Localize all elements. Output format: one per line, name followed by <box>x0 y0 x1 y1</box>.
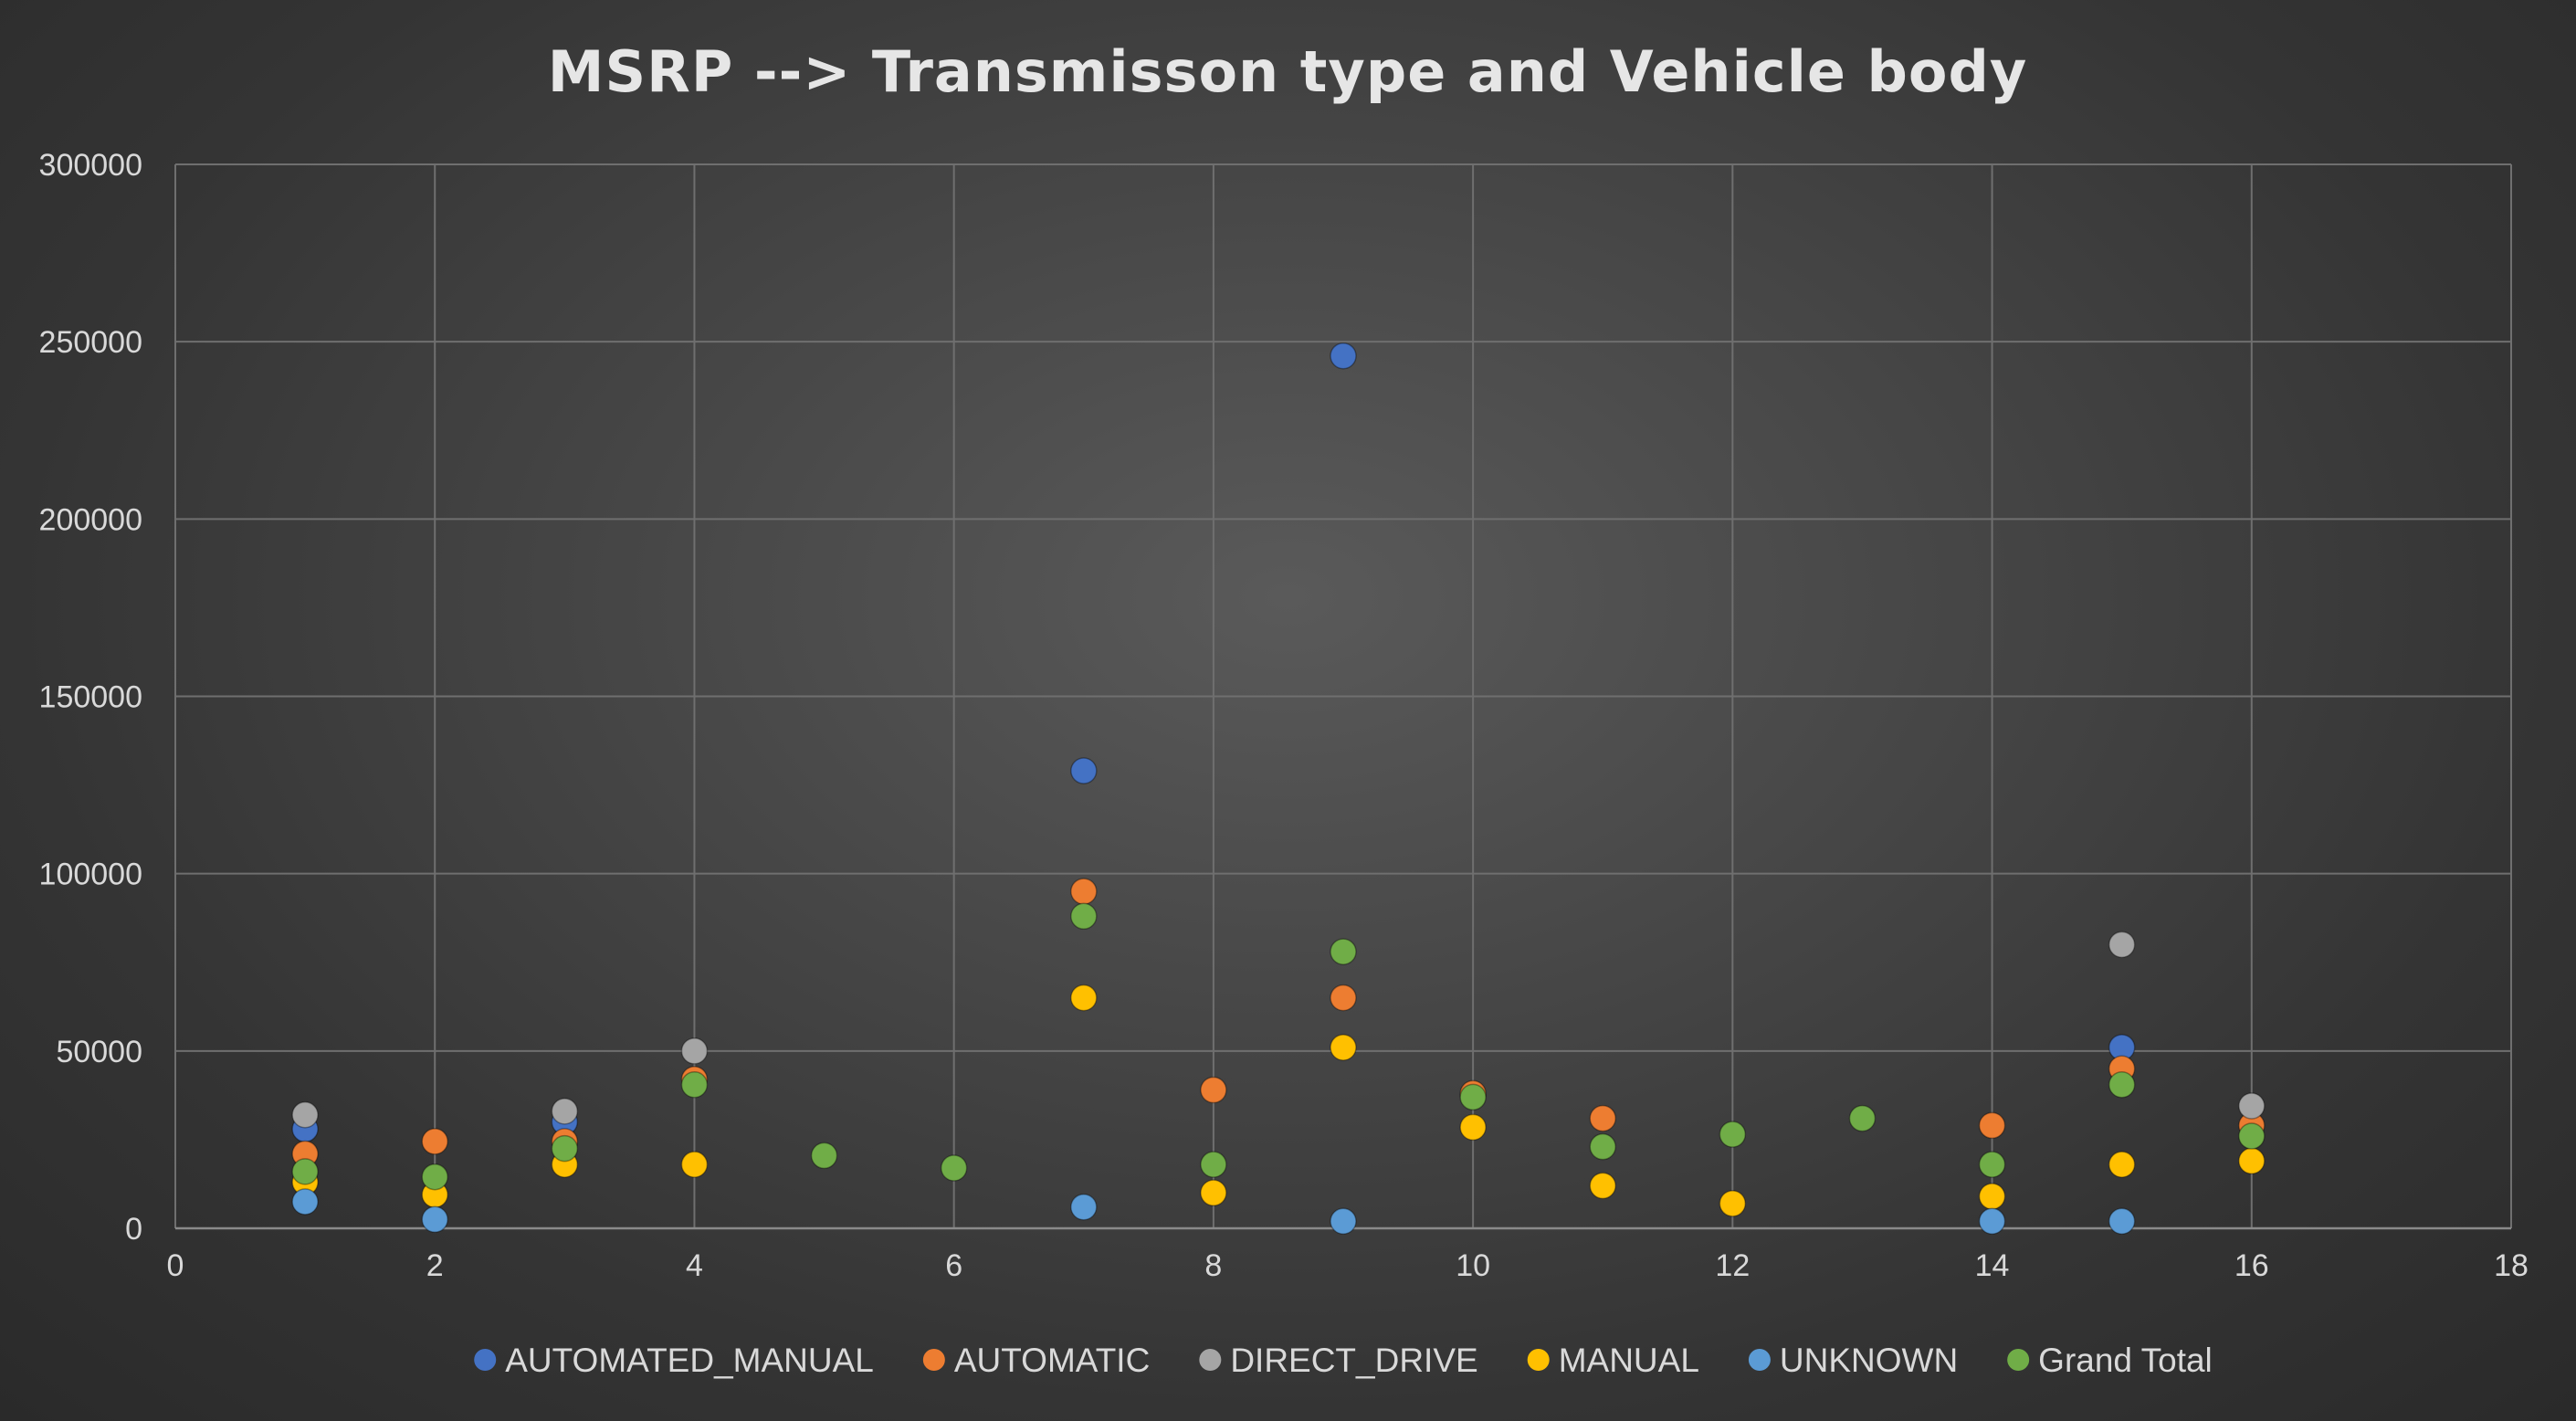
series-direct-drive <box>291 931 2266 1129</box>
data-point <box>940 1154 968 1182</box>
data-point <box>1200 1151 1227 1178</box>
legend-item: AUTOMATED_MANUAL <box>474 1342 874 1379</box>
legend-marker <box>474 1349 497 1371</box>
data-point <box>1848 1104 1877 1132</box>
data-point <box>551 1098 579 1125</box>
series-automatic <box>291 878 2266 1168</box>
data-point <box>291 1158 319 1185</box>
data-point <box>1719 1121 1747 1148</box>
y-tick-label: 200000 <box>39 502 142 537</box>
legend-marker <box>922 1349 945 1371</box>
legend-label: Grand Total <box>2038 1342 2213 1379</box>
legend-label: DIRECT_DRIVE <box>1230 1342 1477 1379</box>
data-point <box>1330 984 1357 1012</box>
legend-label: MANUAL <box>1559 1342 1699 1379</box>
y-tick-label: 250000 <box>39 325 142 360</box>
legend-marker <box>2007 1349 2030 1371</box>
data-point <box>1070 984 1098 1012</box>
data-point <box>1070 1193 1098 1221</box>
series-grand-total <box>291 902 2266 1191</box>
tick-labels: 0 2 4 6 8 10 12 14 16 18 0 50000 100000 150000 200000 2… <box>39 148 2529 1283</box>
legend-marker <box>1527 1349 1550 1371</box>
data-point <box>2238 1092 2266 1120</box>
chart-title: MSRP --> Transmisson type and Vehicle bo… <box>548 38 2028 105</box>
data-point <box>2108 1070 2136 1099</box>
x-tick-label: 18 <box>2494 1248 2529 1283</box>
data-point <box>1070 902 1098 931</box>
data-point <box>1330 342 1357 370</box>
data-point <box>1070 757 1098 784</box>
legend: AUTOMATED_MANUAL AUTOMATIC DIRECT_DRIVE MAN… <box>474 1342 2213 1379</box>
data-point <box>1200 1179 1227 1206</box>
data-point <box>421 1163 448 1191</box>
y-tick-label: 0 <box>125 1212 142 1247</box>
legend-label: AUTOMATED_MANUAL <box>505 1342 874 1379</box>
y-tick-label: 300000 <box>39 148 142 183</box>
legend-item: DIRECT_DRIVE <box>1199 1342 1478 1379</box>
x-tick-label: 16 <box>2234 1248 2269 1283</box>
x-tick-label: 0 <box>167 1248 184 1283</box>
legend-marker <box>1199 1349 1222 1371</box>
data-point <box>1330 1207 1357 1235</box>
legend-label: UNKNOWN <box>1780 1342 1958 1379</box>
data-point <box>680 1070 709 1099</box>
y-tick-label: 50000 <box>56 1035 142 1069</box>
data-point <box>1978 1207 2006 1235</box>
data-point <box>1589 1132 1616 1161</box>
y-tick-label: 150000 <box>39 680 142 715</box>
x-tick-label: 2 <box>426 1248 444 1283</box>
x-tick-label: 4 <box>686 1248 703 1283</box>
data-point <box>680 1037 709 1065</box>
x-tick-label: 6 <box>945 1248 962 1283</box>
data-point <box>1719 1190 1747 1217</box>
series-manual <box>291 984 2266 1217</box>
data-points <box>291 342 2266 1235</box>
data-point <box>2108 1207 2136 1235</box>
data-point <box>291 1188 319 1216</box>
data-point <box>1589 1104 1616 1132</box>
data-point <box>1200 1076 1227 1104</box>
legend-label: AUTOMATIC <box>954 1342 1150 1379</box>
legend-item: AUTOMATIC <box>922 1342 1150 1379</box>
data-point <box>1330 938 1357 965</box>
x-tick-label: 12 <box>1715 1248 1750 1283</box>
data-point <box>1459 1083 1487 1111</box>
data-point <box>1978 1183 2006 1210</box>
data-point <box>810 1142 838 1170</box>
data-point <box>2238 1122 2266 1150</box>
gridlines <box>175 163 2512 1228</box>
legend-marker <box>1748 1349 1771 1371</box>
data-point <box>421 1128 448 1155</box>
data-point <box>1978 1111 2006 1140</box>
data-point <box>1330 1034 1357 1061</box>
data-point <box>421 1205 448 1234</box>
series-unknown <box>291 1188 2136 1235</box>
data-point <box>551 1134 579 1163</box>
data-point <box>291 1100 319 1129</box>
legend-item: Grand Total <box>2007 1342 2213 1379</box>
legend-item: UNKNOWN <box>1748 1342 1958 1379</box>
y-tick-label: 100000 <box>39 858 142 892</box>
x-tick-label: 14 <box>1975 1248 2010 1283</box>
data-point <box>2108 931 2136 959</box>
x-tick-label: 10 <box>1456 1248 1490 1283</box>
legend-item: MANUAL <box>1527 1342 1699 1379</box>
data-point <box>1459 1113 1487 1142</box>
data-point <box>680 1151 709 1178</box>
x-tick-label: 8 <box>1204 1248 1222 1283</box>
data-point <box>1589 1172 1616 1200</box>
data-point <box>2108 1151 2136 1178</box>
data-point <box>2238 1147 2266 1174</box>
data-point <box>1978 1151 2006 1178</box>
data-point <box>1070 878 1098 905</box>
